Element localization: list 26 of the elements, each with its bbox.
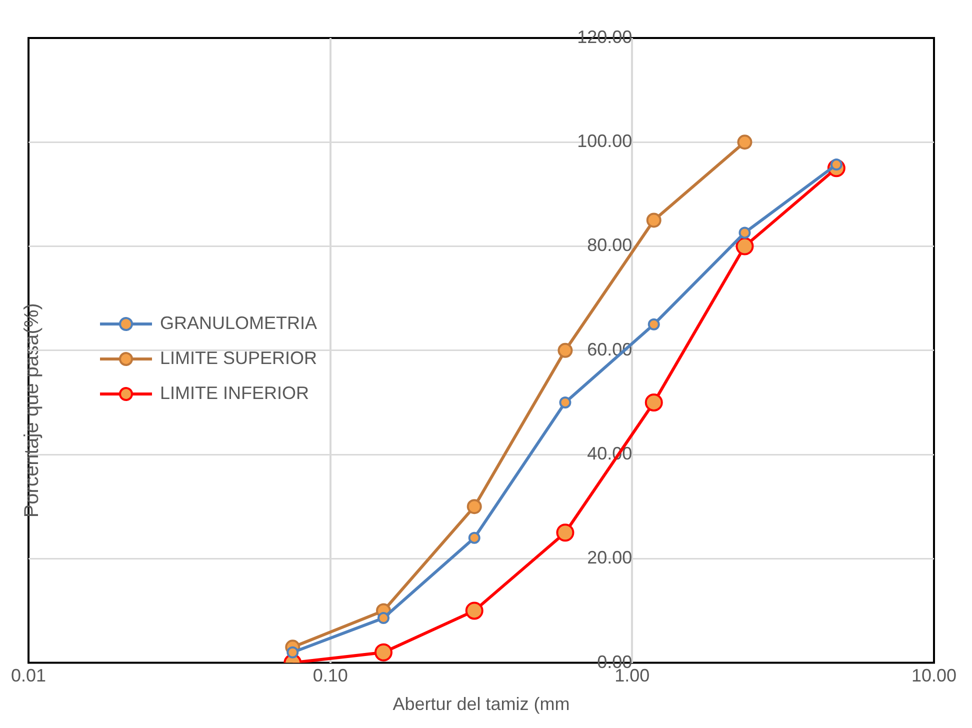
- y-tick-label: 20.00: [587, 548, 632, 568]
- point: [738, 226, 751, 239]
- legend-label: GRANULOMETRIA: [160, 313, 318, 334]
- point: [648, 318, 660, 330]
- x-tick-label: 0.10: [312, 666, 348, 686]
- x-tick-label: 0.01: [10, 666, 46, 686]
- y-tick-label: 80.00: [587, 235, 632, 256]
- point: [644, 393, 663, 412]
- point: [465, 602, 484, 620]
- point: [468, 532, 480, 544]
- point: [737, 134, 752, 150]
- x-axis-title: Abertur del tamiz (mm: [392, 694, 570, 714]
- point: [558, 342, 573, 358]
- point: [556, 524, 574, 542]
- legend-label: LIMITE INFERIOR: [160, 383, 310, 404]
- y-tick-label: 100.00: [577, 131, 632, 152]
- x-tick-label: 10.00: [911, 666, 957, 686]
- point: [736, 237, 754, 256]
- y-axis-title: Porcentaje que pasa(%): [21, 303, 43, 518]
- point: [377, 612, 390, 624]
- legend-label: LIMITE SUPERIOR: [160, 348, 318, 369]
- point: [286, 646, 299, 658]
- point: [559, 396, 572, 408]
- point: [646, 212, 662, 228]
- point: [374, 643, 392, 662]
- point: [466, 499, 482, 514]
